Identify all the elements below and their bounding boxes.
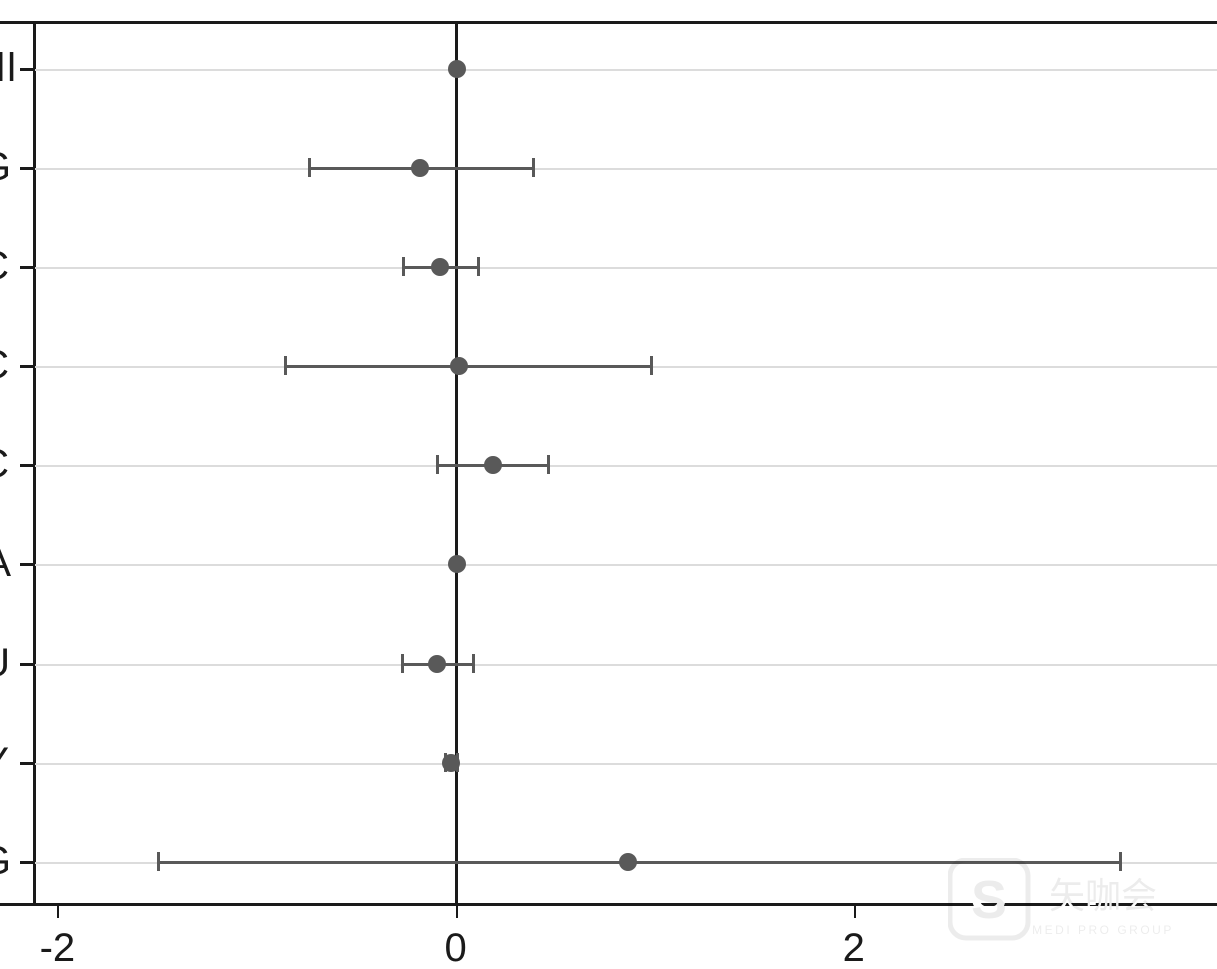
svg-text:矢咖会: 矢咖会 — [1049, 875, 1157, 916]
svg-text:MEDI PRO GROUP: MEDI PRO GROUP — [1032, 923, 1174, 937]
svg-text:S: S — [971, 870, 1007, 930]
